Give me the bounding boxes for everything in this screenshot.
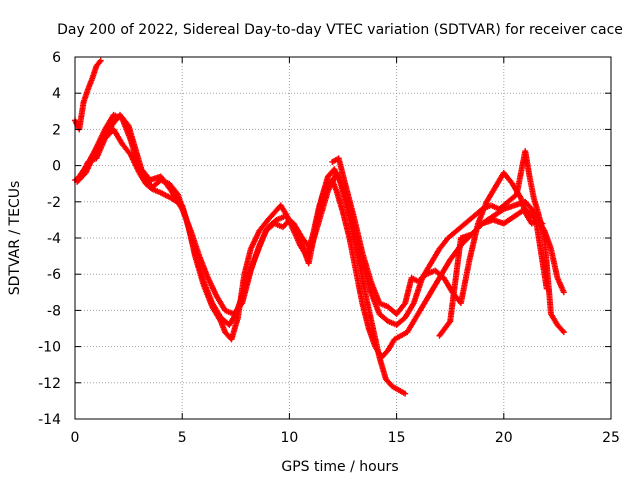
y-tick-label: 2 — [52, 122, 61, 138]
x-axis-label: GPS time / hours — [281, 459, 398, 475]
data-point-markers — [74, 111, 567, 336]
y-tick-label: -6 — [47, 267, 61, 283]
series-track-2 — [72, 126, 567, 361]
data-point-markers — [72, 126, 567, 361]
y-tick-label: -4 — [47, 231, 61, 247]
y-tick-label: 6 — [52, 50, 61, 66]
data-point-markers — [72, 57, 104, 133]
y-tick-label: 4 — [52, 86, 61, 102]
x-tick-label: 5 — [178, 430, 187, 446]
x-axis-ticks: 0 5 10 15 20 25 — [71, 57, 620, 446]
y-tick-label: -14 — [38, 412, 61, 428]
y-tick-label: 0 — [52, 159, 61, 175]
y-axis-ticks: -14 -12 -10 -8 -6 -4 -2 0 2 4 6 — [38, 50, 611, 428]
x-tick-label: 20 — [495, 430, 513, 446]
y-axis-label: SDTVAR / TECUs — [7, 181, 23, 296]
x-tick-label: 0 — [71, 430, 80, 446]
data-point-markers — [76, 111, 409, 397]
y-tick-label: -10 — [38, 340, 61, 356]
chart-title: Day 200 of 2022, Sidereal Day-to-day VTE… — [57, 22, 623, 38]
x-tick-label: 25 — [602, 430, 620, 446]
series-track-6 — [436, 206, 550, 339]
y-tick-label: -8 — [47, 303, 61, 319]
data-points — [72, 57, 567, 397]
y-tick-label: -12 — [38, 376, 61, 392]
x-tick-label: 15 — [388, 430, 406, 446]
series-track-3 — [76, 111, 409, 397]
series-track-4 — [74, 111, 567, 336]
y-tick-label: -2 — [47, 195, 61, 211]
x-tick-label: 10 — [280, 430, 298, 446]
grid-lines — [75, 57, 611, 419]
data-point-markers — [436, 206, 550, 339]
series-track-1 — [72, 57, 104, 133]
